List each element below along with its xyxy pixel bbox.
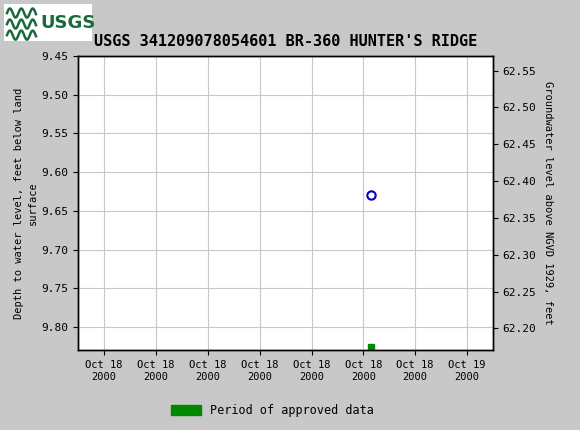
- Y-axis label: Groundwater level above NGVD 1929, feet: Groundwater level above NGVD 1929, feet: [543, 81, 553, 325]
- Y-axis label: Depth to water level, feet below land
surface: Depth to water level, feet below land su…: [14, 88, 38, 319]
- Legend: Period of approved data: Period of approved data: [166, 399, 379, 422]
- Title: USGS 341209078054601 BR-360 HUNTER'S RIDGE: USGS 341209078054601 BR-360 HUNTER'S RID…: [94, 34, 477, 49]
- Text: USGS: USGS: [40, 14, 95, 32]
- Bar: [4, 4, 92, 41]
